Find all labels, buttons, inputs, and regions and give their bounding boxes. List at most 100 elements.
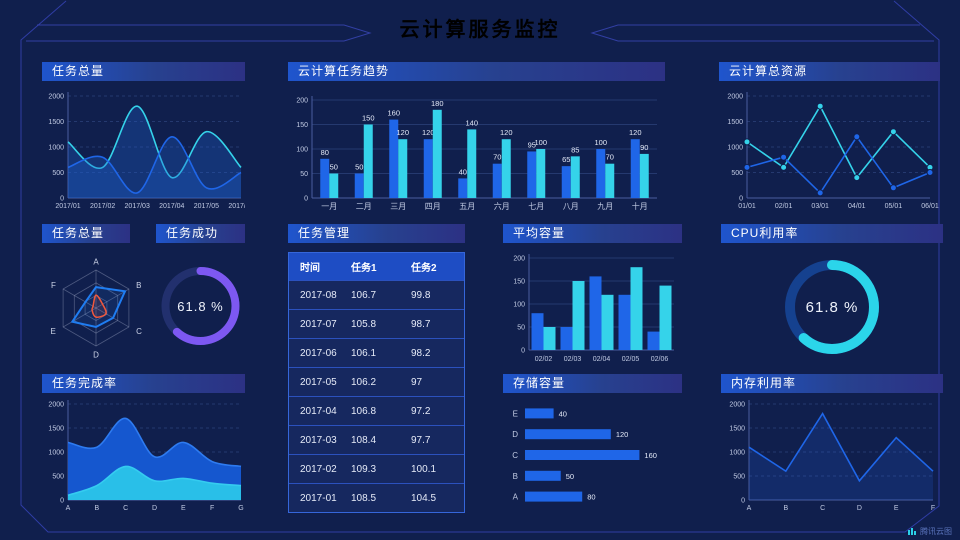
svg-text:500: 500 <box>733 474 745 481</box>
table-header-row: 时间 任务1 任务2 <box>289 253 464 280</box>
svg-text:2017/02: 2017/02 <box>90 203 115 210</box>
svg-text:B: B <box>136 281 141 290</box>
table-cell: 108.5 <box>351 492 377 504</box>
page-title: 云计算服务监控 <box>399 19 561 41</box>
svg-text:100: 100 <box>513 302 525 309</box>
svg-text:150: 150 <box>513 279 525 286</box>
tasks-total-line-chart: 0 500 1000 1500 2000 2017/01 2017/02 2017/03 201… <box>48 92 245 210</box>
svg-text:160: 160 <box>644 451 657 460</box>
svg-text:E: E <box>181 505 186 512</box>
svg-text:F: F <box>931 505 935 512</box>
svg-text:50: 50 <box>517 325 525 332</box>
svg-text:100: 100 <box>534 138 547 147</box>
total-resources-line-chart: 0 500 1000 1500 2000 01/01 02/01 03/01 04/01 05/0… <box>727 92 939 210</box>
svg-text:1500: 1500 <box>48 119 64 126</box>
svg-text:B: B <box>513 472 518 481</box>
svg-text:1000: 1000 <box>727 145 743 152</box>
svg-text:四月: 四月 <box>425 202 441 211</box>
table-cell: 108.4 <box>351 434 377 446</box>
panel-header-task-success: 任务成功 <box>156 224 245 243</box>
panel-title-total-resources: 云计算总资源 <box>729 64 808 78</box>
table-cell: 2017-01 <box>300 492 337 504</box>
svg-text:65: 65 <box>562 155 570 164</box>
table-row: 2017-03 108.4 97.7 <box>289 425 464 454</box>
svg-text:40: 40 <box>459 167 467 176</box>
svg-text:80: 80 <box>321 148 329 157</box>
svg-text:05/01: 05/01 <box>885 203 903 210</box>
svg-text:一月: 一月 <box>321 202 337 211</box>
panel-header-memory: 内存利用率 <box>721 374 943 393</box>
svg-text:50: 50 <box>330 163 338 172</box>
table-cell: 99.8 <box>411 289 431 301</box>
svg-text:02/03: 02/03 <box>564 356 582 363</box>
svg-text:200: 200 <box>513 256 525 263</box>
table-cell: 2017-08 <box>300 289 337 301</box>
panel-header-task-table: 任务管理 <box>288 224 465 243</box>
svg-text:2017/04: 2017/04 <box>159 203 184 210</box>
svg-text:2000: 2000 <box>729 402 745 409</box>
svg-text:02/02: 02/02 <box>535 356 553 363</box>
svg-text:F: F <box>210 505 214 512</box>
svg-text:A: A <box>93 258 99 267</box>
svg-text:2000: 2000 <box>48 402 64 409</box>
table-row: 2017-01 108.5 104.5 <box>289 483 464 512</box>
panel-title-memory: 内存利用率 <box>731 376 797 390</box>
table-cell: 98.7 <box>411 318 431 330</box>
svg-text:02/06: 02/06 <box>651 356 669 363</box>
svg-text:0: 0 <box>60 498 64 505</box>
svg-text:1500: 1500 <box>727 119 743 126</box>
svg-text:七月: 七月 <box>528 202 544 211</box>
panel-title-task-trend: 云计算任务趋势 <box>298 64 390 78</box>
table-cell: 109.3 <box>351 463 377 475</box>
svg-text:120: 120 <box>396 128 409 137</box>
panel-header-storage: 存储容量 <box>503 374 682 393</box>
svg-text:50: 50 <box>300 171 308 178</box>
svg-text:三月: 三月 <box>390 202 406 211</box>
table-cell: 2017-05 <box>300 376 337 388</box>
table-column-header: 任务2 <box>411 263 437 274</box>
svg-text:A: A <box>66 505 71 512</box>
cpu-gauge: 61.8 % <box>721 246 943 368</box>
svg-text:1000: 1000 <box>729 450 745 457</box>
panel-header-tasks-total: 任务总量 <box>42 62 245 81</box>
table-cell: 105.8 <box>351 318 377 330</box>
svg-text:500: 500 <box>731 170 743 177</box>
svg-text:160: 160 <box>387 109 400 118</box>
svg-text:06/01: 06/01 <box>921 203 939 210</box>
svg-text:九月: 九月 <box>597 202 613 211</box>
panel-title-cpu: CPU利用率 <box>731 226 799 240</box>
svg-text:二月: 二月 <box>356 202 372 211</box>
svg-text:01/01: 01/01 <box>738 203 756 210</box>
table-cell: 2017-07 <box>300 318 337 330</box>
svg-text:100: 100 <box>594 138 607 147</box>
panel-title-avg-capacity: 平均容量 <box>513 226 566 240</box>
svg-text:90: 90 <box>640 143 648 152</box>
brand-logo: 腾讯云图 <box>908 526 952 537</box>
memory-line-chart: 0 500 1000 1500 2000 A B C D E F <box>729 400 935 512</box>
svg-text:E: E <box>513 409 518 418</box>
svg-text:120: 120 <box>616 430 629 439</box>
table-cell: 2017-06 <box>300 347 337 359</box>
svg-text:八月: 八月 <box>563 202 579 211</box>
table-cell: 2017-02 <box>300 463 337 475</box>
panel-title-task-table: 任务管理 <box>298 226 351 240</box>
svg-text:150: 150 <box>296 122 308 129</box>
svg-text:04/01: 04/01 <box>848 203 866 210</box>
svg-text:2017/01: 2017/01 <box>55 203 80 210</box>
svg-text:B: B <box>94 505 99 512</box>
svg-text:E: E <box>51 327 56 336</box>
panel-header-task-trend: 云计算任务趋势 <box>288 62 665 81</box>
panel-title-storage: 存储容量 <box>513 376 566 390</box>
svg-text:150: 150 <box>362 114 375 123</box>
task-radar-chart: A B C D E F <box>51 258 143 360</box>
svg-text:500: 500 <box>52 170 64 177</box>
avg-capacity-bar-chart: 0 50 100 150 200 02/02 02/03 02/04 02/05 02/06 <box>513 254 674 363</box>
svg-text:A: A <box>513 493 519 502</box>
brand-logo-icon <box>908 528 916 535</box>
panel-header-avg-capacity: 平均容量 <box>503 224 682 243</box>
svg-text:六月: 六月 <box>494 201 510 211</box>
svg-text:70: 70 <box>606 153 614 162</box>
table-row: 2017-06 106.1 98.2 <box>289 338 464 367</box>
